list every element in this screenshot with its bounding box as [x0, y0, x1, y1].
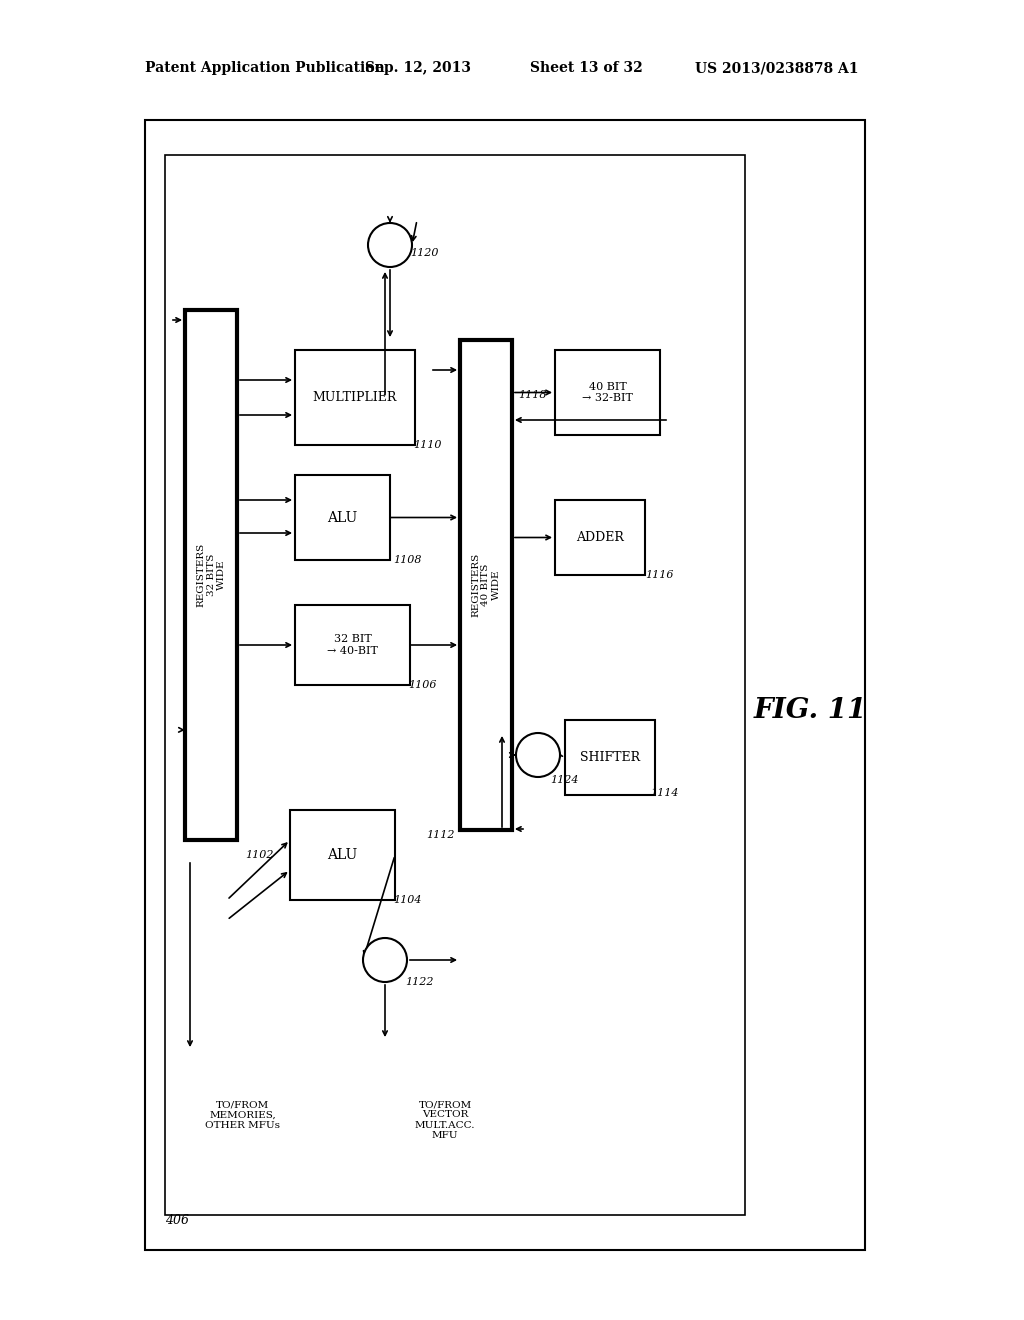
Circle shape: [368, 223, 412, 267]
Text: 1114: 1114: [650, 788, 679, 799]
Text: Patent Application Publication: Patent Application Publication: [145, 61, 385, 75]
Text: FIG. 11: FIG. 11: [754, 697, 866, 723]
Circle shape: [362, 939, 407, 982]
Bar: [165, 154, 745, 1214]
Bar: [290, 810, 395, 900]
Text: ALU: ALU: [328, 511, 357, 524]
Bar: [145, 120, 865, 1250]
Bar: [295, 350, 415, 445]
Text: 1124: 1124: [550, 775, 579, 785]
Text: 1118: 1118: [518, 389, 547, 400]
Bar: [565, 719, 655, 795]
Text: 1102: 1102: [245, 850, 273, 861]
Text: US 2013/0238878 A1: US 2013/0238878 A1: [695, 61, 858, 75]
Bar: [460, 341, 512, 830]
Text: SHIFTER: SHIFTER: [580, 751, 640, 764]
Text: 1110: 1110: [413, 440, 441, 450]
Text: MULTIPLIER: MULTIPLIER: [312, 391, 397, 404]
Text: REGISTERS
32 BITS
WIDE: REGISTERS 32 BITS WIDE: [197, 543, 226, 607]
Bar: [185, 310, 237, 840]
Text: ADDER: ADDER: [577, 531, 624, 544]
Text: TO/FROM
VECTOR
MULT.ACC.
MFU: TO/FROM VECTOR MULT.ACC. MFU: [415, 1100, 475, 1140]
Text: 1112: 1112: [427, 830, 455, 840]
Text: Sheet 13 of 32: Sheet 13 of 32: [530, 61, 643, 75]
Text: 1120: 1120: [410, 248, 438, 257]
Bar: [295, 605, 410, 685]
Text: 40 BIT
→ 32-BIT: 40 BIT → 32-BIT: [582, 381, 633, 404]
Text: 406: 406: [165, 1213, 189, 1226]
Text: 1106: 1106: [408, 680, 436, 690]
Text: 1122: 1122: [406, 977, 433, 987]
Text: Sep. 12, 2013: Sep. 12, 2013: [365, 61, 471, 75]
Circle shape: [516, 733, 560, 777]
Text: ALU: ALU: [328, 847, 357, 862]
Bar: [295, 475, 390, 560]
Text: 32 BIT
→ 40-BIT: 32 BIT → 40-BIT: [327, 634, 378, 656]
Bar: [555, 350, 660, 436]
Text: 1108: 1108: [393, 554, 422, 565]
Text: 1104: 1104: [393, 895, 422, 906]
Text: 1116: 1116: [645, 570, 674, 579]
Text: TO/FROM
MEMORIES,
OTHER MFUs: TO/FROM MEMORIES, OTHER MFUs: [205, 1100, 280, 1130]
Bar: [555, 500, 645, 576]
Text: REGISTERS
40 BITS
WIDE: REGISTERS 40 BITS WIDE: [471, 553, 501, 618]
